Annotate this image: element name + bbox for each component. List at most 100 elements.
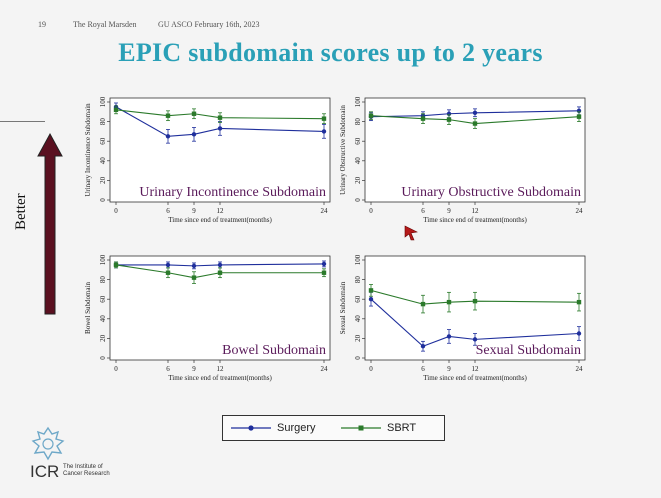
chart3-x-tick-label: 0	[369, 365, 373, 373]
chart2-surgery-point	[321, 261, 327, 267]
chart2-subdomain-title: Bowel Subdomain	[222, 343, 326, 358]
chart3-sbrt-point	[446, 299, 452, 305]
chart3-y-tick-label: 80	[354, 276, 362, 284]
chart3-y-tick-label: 0	[354, 356, 362, 360]
chart0-x-axis-label: Time since end of treatment(months)	[168, 216, 272, 224]
chart0-sbrt-point	[217, 115, 223, 120]
better-arrow-icon	[37, 132, 63, 315]
chart1-x-tick-label: 0	[369, 207, 373, 215]
chart2-y-tick-label: 0	[99, 356, 107, 360]
chart1-y-axis-label: Urinary Obstructive Subdomain	[339, 105, 347, 195]
chart2-y-tick-label: 80	[99, 276, 107, 284]
chart3-surgery-point	[420, 344, 426, 349]
chart1-y-tick-label: 100	[354, 96, 362, 107]
chart2-x-tick-label: 9	[192, 365, 196, 373]
chart0-y-tick-label: 60	[99, 137, 107, 145]
chart3-subdomain-title: Sexual Subdomain	[476, 343, 581, 358]
chart-urinary-incontinence: 0 20 40 60 80 100 0 6 9 12 24 Time since end of tre…	[84, 96, 331, 224]
chart1-y-tick-label: 20	[354, 176, 362, 184]
chart1-x-tick-label: 24	[576, 207, 584, 215]
chart1-x-axis-label: Time since end of treatment(months)	[423, 216, 527, 224]
chart1-sbrt-point	[446, 117, 452, 122]
chart1-sbrt-point	[368, 113, 374, 118]
chart-legend: Surgery SBRT	[222, 415, 445, 441]
chart0-sbrt-point	[165, 113, 171, 118]
chart0-y-axis-label: Urinary Incontinence Subdomain	[84, 103, 92, 197]
chart0-sbrt-point	[191, 111, 197, 116]
chart2-x-axis-label: Time since end of treatment(months)	[168, 374, 272, 382]
chart0-surgery-point	[321, 129, 327, 134]
chart3-y-tick-label: 100	[354, 254, 362, 265]
chart1-subdomain-title: Urinary Obstructive Subdomain	[401, 185, 581, 200]
chart3-x-tick-label: 9	[447, 365, 451, 373]
chart3-surgery-point	[576, 331, 582, 336]
chart0-sbrt-point	[321, 116, 327, 121]
page-number: 19	[38, 20, 46, 29]
chart2-x-tick-label: 24	[321, 365, 329, 373]
chart3-y-axis-label: Sexual Subdomain	[339, 281, 347, 334]
chart1-y-tick-label: 80	[354, 118, 362, 126]
chart3-surgery-point	[472, 337, 478, 342]
chart2-sbrt-point	[165, 270, 171, 275]
chart3-surgery-point	[446, 334, 452, 339]
chart3-y-tick-label: 40	[354, 315, 362, 323]
chart2-y-tick-label: 20	[99, 334, 107, 342]
chart2-sbrt-point	[191, 275, 197, 280]
icr-caption: The Institute of Cancer Research	[63, 464, 110, 477]
chart2-x-tick-label: 0	[114, 365, 118, 373]
chart1-x-tick-label: 12	[472, 207, 480, 215]
legend-surgery: Surgery	[277, 422, 316, 434]
chart2-surgery-point	[217, 262, 223, 268]
chart1-sbrt-point	[420, 116, 426, 121]
chart3-y-tick-label: 20	[354, 334, 362, 342]
chart0-y-tick-label: 0	[99, 198, 107, 202]
chart1-surgery-point	[472, 110, 478, 115]
chart2-surgery-point	[191, 263, 197, 269]
chart3-sbrt-point	[576, 299, 582, 305]
chart2-sbrt-point	[321, 270, 327, 275]
chart1-x-tick-label: 6	[421, 207, 425, 215]
surgery-legend-marker	[231, 425, 271, 431]
chart2-sbrt-point	[217, 270, 223, 275]
chart0-y-tick-label: 100	[99, 96, 107, 107]
chart0-x-tick-label: 0	[114, 207, 118, 215]
chart1-x-tick-label: 9	[447, 207, 451, 215]
chart3-sbrt-point	[368, 288, 374, 293]
chart0-x-tick-label: 9	[192, 207, 196, 215]
chart-urinary-obstructive: 0 20 40 60 80 100 0 6 9 12 24 Time since end of tre…	[339, 96, 586, 224]
legend-sbrt: SBRT	[387, 422, 417, 434]
chart0-subdomain-title: Urinary Incontinence Subdomain	[139, 185, 326, 200]
chart3-sbrt-point	[420, 301, 426, 307]
chart0-x-tick-label: 24	[321, 207, 329, 215]
chart1-y-tick-label: 0	[354, 198, 362, 202]
chart3-x-tick-label: 12	[472, 365, 480, 373]
icr-crest-icon	[31, 426, 65, 461]
chart1-sbrt-point	[576, 114, 582, 119]
chart2-y-tick-label: 100	[99, 254, 107, 265]
chart-bowel: 0 20 40 60 80 100 0 6 9 12 24 Time since end of tre…	[84, 254, 331, 382]
better-label: Better	[13, 193, 29, 230]
slide-title: EPIC subdomain scores up to 2 years	[118, 38, 543, 67]
chart2-sbrt-point	[113, 262, 119, 268]
chart0-surgery-point	[165, 134, 171, 139]
chart2-y-tick-label: 60	[99, 295, 107, 303]
chart0-y-tick-label: 20	[99, 176, 107, 184]
chart3-x-tick-label: 24	[576, 365, 584, 373]
chart0-x-tick-label: 12	[217, 207, 225, 215]
chart0-y-tick-label: 40	[99, 157, 107, 165]
chart2-y-tick-label: 40	[99, 315, 107, 323]
chart0-surgery-point	[217, 126, 223, 131]
chart0-x-tick-label: 6	[166, 207, 170, 215]
chart1-y-tick-label: 40	[354, 157, 362, 165]
chart0-surgery-point	[191, 132, 197, 137]
chart2-surgery-point	[165, 262, 171, 268]
icr-logo-text: ICR	[30, 462, 60, 481]
event-label: GU ASCO February 16th, 2023	[158, 20, 260, 29]
chart3-sbrt-point	[472, 298, 478, 304]
chart2-y-axis-label: Bowel Subdomain	[84, 282, 92, 334]
chart0-sbrt-point	[113, 107, 119, 113]
divider-line	[0, 121, 45, 122]
chart2-x-tick-label: 6	[166, 365, 170, 373]
sbrt-legend-marker	[341, 425, 381, 431]
chart3-x-tick-label: 6	[421, 365, 425, 373]
